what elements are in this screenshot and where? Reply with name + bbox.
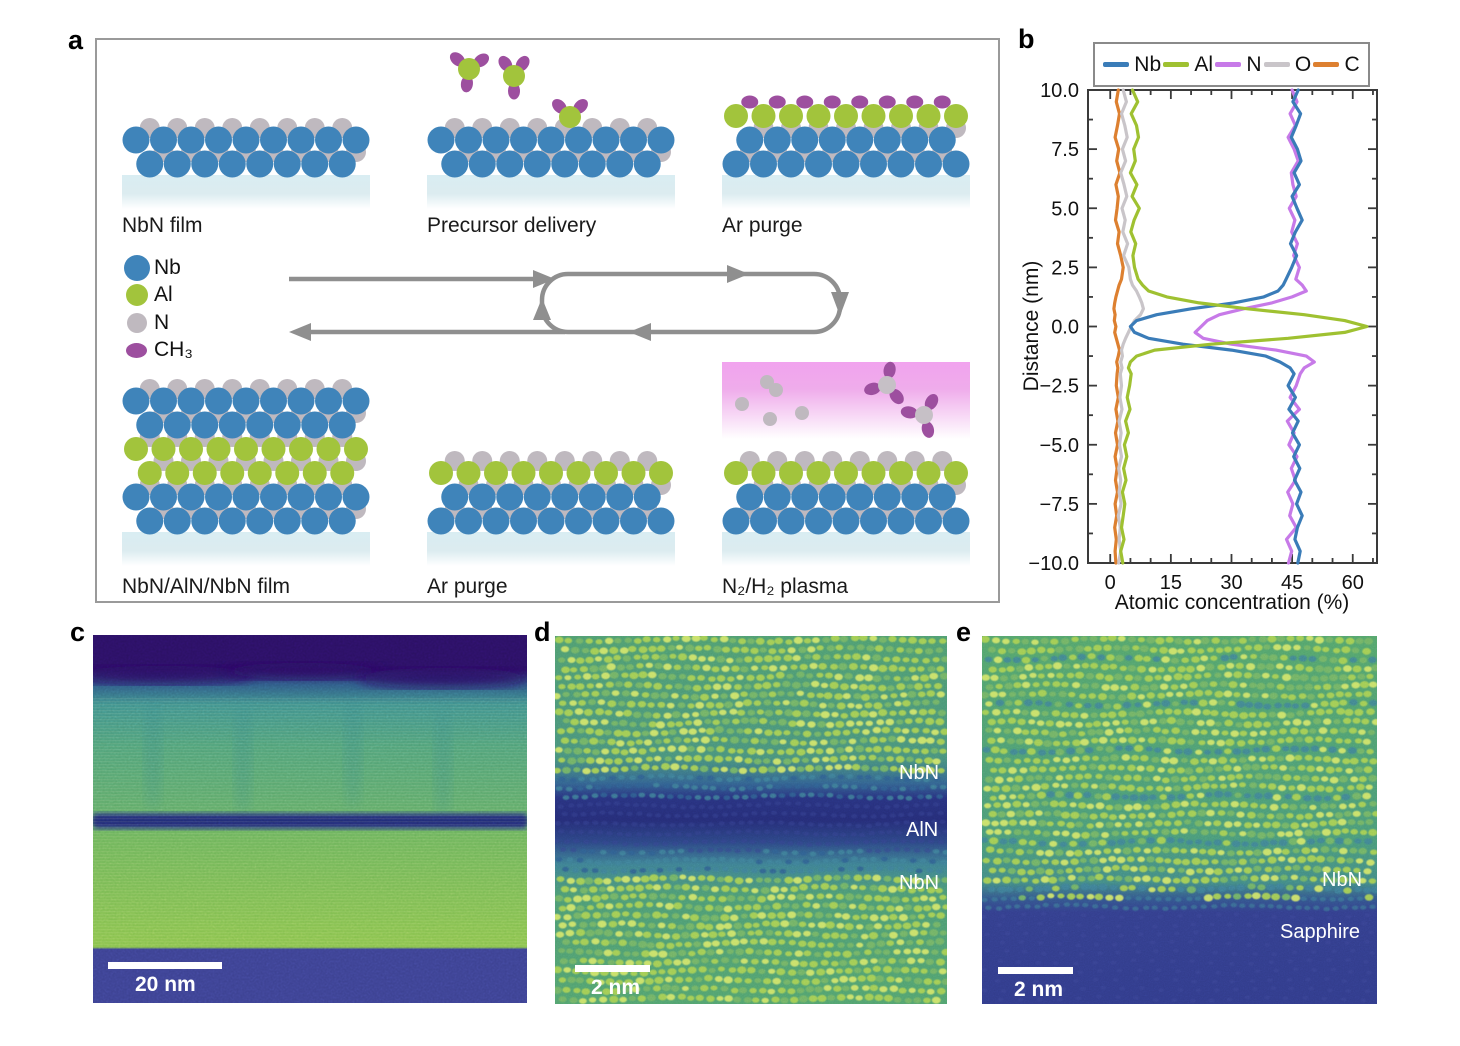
scale-bar-label-d: 2 nm [591, 976, 641, 999]
svg-text:30: 30 [1220, 572, 1242, 594]
legend-label-Al: Al [1194, 52, 1214, 76]
svg-text:−2.5: −2.5 [1040, 376, 1079, 398]
ald-stage-4 [427, 451, 675, 566]
stage-label-nbn-aln-nbn-film: NbN/AlN/NbN film [122, 575, 291, 598]
ald-stage-2 [722, 95, 970, 209]
series-line-Nb [1128, 88, 1304, 565]
svg-text:7.5: 7.5 [1051, 139, 1079, 161]
hrstem-aln-interface-image: NbN AlN NbN 2 nm [555, 636, 947, 1004]
legend-swatch-C [1313, 62, 1340, 67]
stem-overview-image: 20 nm [93, 635, 527, 1003]
scale-bar-label-c: 20 nm [135, 973, 196, 996]
svg-text:5.0: 5.0 [1051, 198, 1079, 220]
hrstem-sapphire-interface-image: NbN Sapphire 2 nm [982, 636, 1377, 1004]
region-label-sapphire: Sapphire [1280, 921, 1361, 943]
atom-legend-label-nb: Nb [154, 255, 181, 279]
panel-label-a: a [68, 25, 84, 55]
svg-text:0: 0 [1105, 572, 1116, 594]
svg-text:−10.0: −10.0 [1028, 553, 1079, 575]
chart-series [1112, 88, 1369, 565]
region-label-nbn-bottom: NbN [899, 872, 940, 894]
scale-bar-e [998, 967, 1073, 974]
legend-swatch-Al [1163, 62, 1190, 67]
atom-legend: Nb Al N CH₃ [124, 254, 193, 364]
stage-label-n2h2-plasma: N₂/H₂ plasma [722, 575, 848, 598]
scale-bar-label-e: 2 nm [1014, 978, 1064, 1001]
svg-text:45: 45 [1281, 572, 1303, 594]
legend-swatch-Nb [1103, 62, 1130, 67]
atom-legend-label-al: Al [154, 283, 173, 307]
ald-cycle-schematic: NbN film Precursor delivery Ar purge NbN… [95, 38, 1000, 603]
series-line-N [1193, 88, 1316, 565]
panel-label-e: e [956, 617, 972, 647]
chart-ticks [1088, 89, 1377, 564]
legend-swatch-N [1215, 62, 1242, 67]
legend-label-C: C [1344, 52, 1360, 76]
stage-label-ar-purge-1: Ar purge [722, 214, 803, 237]
ald-stage-5 [722, 361, 970, 566]
panel-label-b: b [1018, 24, 1035, 54]
eels-concentration-chart: Nb Al N O C 0 15 30 45 60 10.0 7.5 5.0 2.5 0.0 −2.5 −5.… [1008, 25, 1453, 637]
chart-plot-area: 0 15 30 45 60 10.0 7.5 5.0 2.5 0.0 −2.5 −5.0 −7.5 −10… [1028, 80, 1378, 594]
legend-label-N: N [1246, 52, 1262, 76]
svg-text:15: 15 [1160, 572, 1182, 594]
cycle-arrows [289, 271, 843, 335]
atom-legend-item-al: Al [124, 282, 193, 310]
region-label-nbn: NbN [1322, 869, 1363, 891]
ald-stage-3 [122, 379, 370, 566]
chart-tick-labels: 0 15 30 45 60 10.0 7.5 5.0 2.5 0.0 −2.5 −5.0 −7.5 −10… [1028, 80, 1363, 594]
atom-legend-item-nb: Nb [124, 254, 193, 282]
chart-x-axis-label: Atomic concentration (%) [1114, 591, 1350, 614]
n-atom-icon [127, 312, 147, 333]
al-atom-icon [126, 284, 148, 307]
atom-legend-label-n: N [154, 310, 170, 334]
legend-swatch-O [1263, 62, 1290, 67]
region-label-aln: AlN [906, 819, 939, 841]
ald-stage-0 [122, 118, 370, 209]
chart-legend: Nb Al N O C [1093, 42, 1370, 87]
svg-text:10.0: 10.0 [1040, 80, 1079, 102]
legend-label-Nb: Nb [1134, 52, 1162, 76]
atom-legend-label-ch3: CH₃ [154, 338, 193, 362]
stage-label-precursor: Precursor delivery [427, 214, 597, 237]
svg-text:−7.5: −7.5 [1040, 494, 1079, 516]
ch3-group-icon [126, 342, 147, 358]
panel-label-d: d [534, 617, 551, 647]
atom-legend-item-ch3: CH₃ [124, 337, 193, 365]
svg-text:−5.0: −5.0 [1040, 435, 1079, 457]
legend-label-O: O [1294, 52, 1312, 76]
arrow-heads [289, 265, 849, 341]
scale-bar-d [575, 965, 650, 972]
nb-atom-icon [124, 254, 150, 281]
panel-label-c: c [70, 617, 86, 647]
atom-legend-item-n: N [124, 309, 193, 337]
ald-stage-1 [427, 52, 675, 209]
scale-bar-c [108, 962, 222, 969]
stem-overview-render [93, 635, 527, 1003]
svg-text:60: 60 [1342, 572, 1364, 594]
legend-item-Al: Al [1163, 53, 1213, 77]
svg-text:0.0: 0.0 [1051, 317, 1079, 339]
stage-label-ar-purge-2: Ar purge [427, 575, 508, 598]
legend-item-Nb: Nb [1103, 53, 1161, 77]
legend-item-N: N [1215, 52, 1262, 77]
stage-label-nbn-film: NbN film [122, 214, 203, 237]
series-line-Al [1119, 88, 1369, 565]
chart-y-axis-label: Distance (nm) [1020, 260, 1043, 392]
legend-item-O: O [1263, 52, 1312, 77]
legend-item-C: C [1313, 52, 1360, 77]
ald-cycle-graphics [122, 52, 970, 566]
hrstem-sapphire-render [982, 636, 1377, 1004]
region-label-nbn-top: NbN [899, 762, 940, 784]
svg-text:2.5: 2.5 [1051, 257, 1079, 279]
hrstem-aln-render [555, 636, 947, 1004]
